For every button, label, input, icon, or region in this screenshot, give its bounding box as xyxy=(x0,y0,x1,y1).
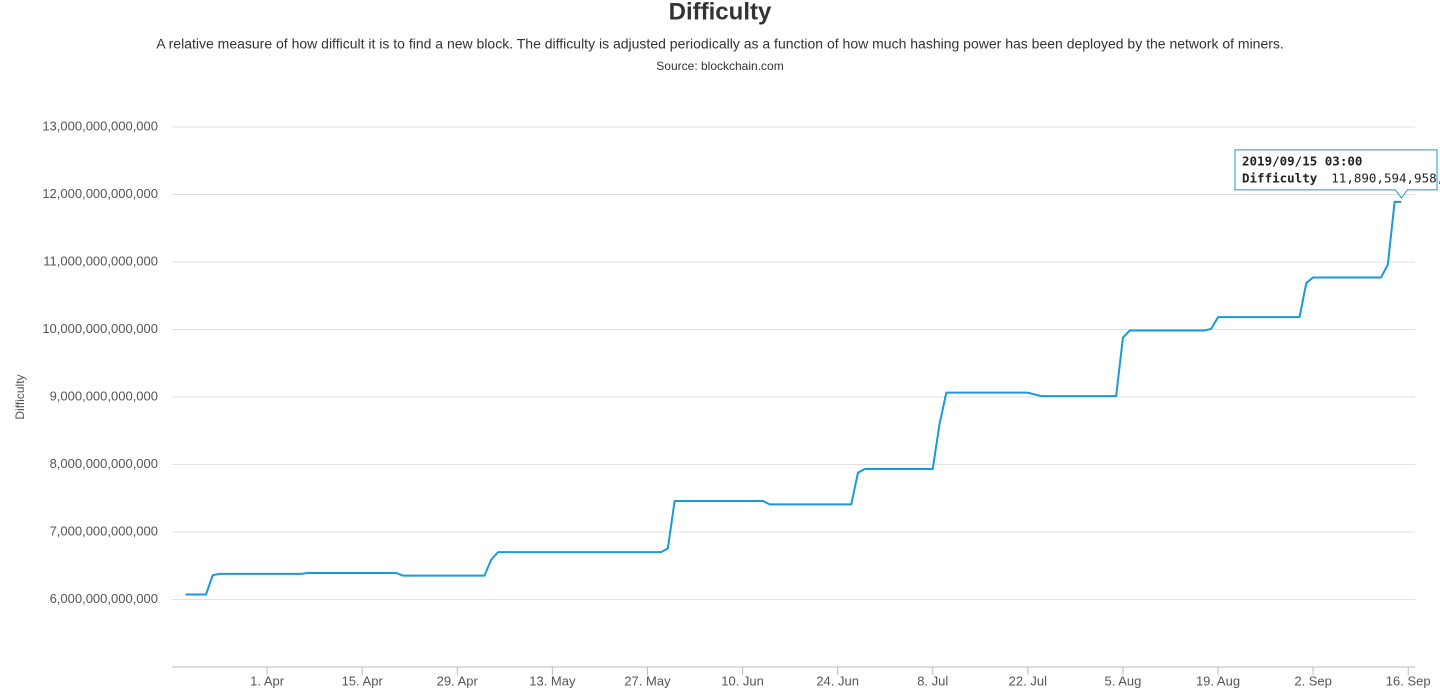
y-tick-label: 10,000,000,000,000 xyxy=(42,321,158,336)
tooltip: 2019/09/15 03:00 Difficulty 11,890,594,958… xyxy=(1234,149,1440,199)
y-tick-label: 9,000,000,000,000 xyxy=(50,388,158,403)
y-tick-label: 11,000,000,000,000 xyxy=(43,253,158,268)
y-tick-label: 8,000,000,000,000 xyxy=(50,456,158,471)
x-tick-label: 27. May xyxy=(624,673,671,688)
x-tick-label: 22. Jul xyxy=(1009,673,1047,688)
x-tick-label: 13. May xyxy=(529,673,576,688)
x-tick-label: 19. Aug xyxy=(1196,673,1240,688)
chart-subtitle: A relative measure of how difficult it i… xyxy=(156,36,1284,52)
y-tick-label: 13,000,000,000,000 xyxy=(42,118,158,133)
tooltip-title: 2019/09/15 03:00 xyxy=(1242,153,1362,168)
y-tick-label: 6,000,000,000,000 xyxy=(50,591,158,606)
tooltip-series-name: Difficulty xyxy=(1242,170,1318,185)
x-tick-label: 8. Jul xyxy=(917,673,948,688)
x-tick-label: 10. Jun xyxy=(721,673,764,688)
chart-source: Source: blockchain.com xyxy=(656,59,783,73)
x-tick-label: 16. Sep xyxy=(1386,673,1431,688)
data-line xyxy=(185,200,1402,596)
x-tick-label: 15. Apr xyxy=(342,673,384,688)
y-tick-label: 12,000,000,000,000 xyxy=(42,186,158,201)
x-tick-label: 2. Sep xyxy=(1294,673,1332,688)
tooltip-value: 11,890,594,958,795 xyxy=(1331,170,1440,185)
x-tick-label: 5. Aug xyxy=(1104,673,1141,688)
x-tick-label: 1. Apr xyxy=(250,673,285,688)
x-tick-label: 24. Jun xyxy=(816,673,859,688)
tooltip-box xyxy=(1234,149,1438,199)
y-axis-title: Difficulty xyxy=(13,374,27,419)
chart-title: Difficulty xyxy=(669,0,772,25)
y-tick-label: 7,000,000,000,000 xyxy=(50,523,158,538)
x-tick-label: 29. Apr xyxy=(437,673,479,688)
